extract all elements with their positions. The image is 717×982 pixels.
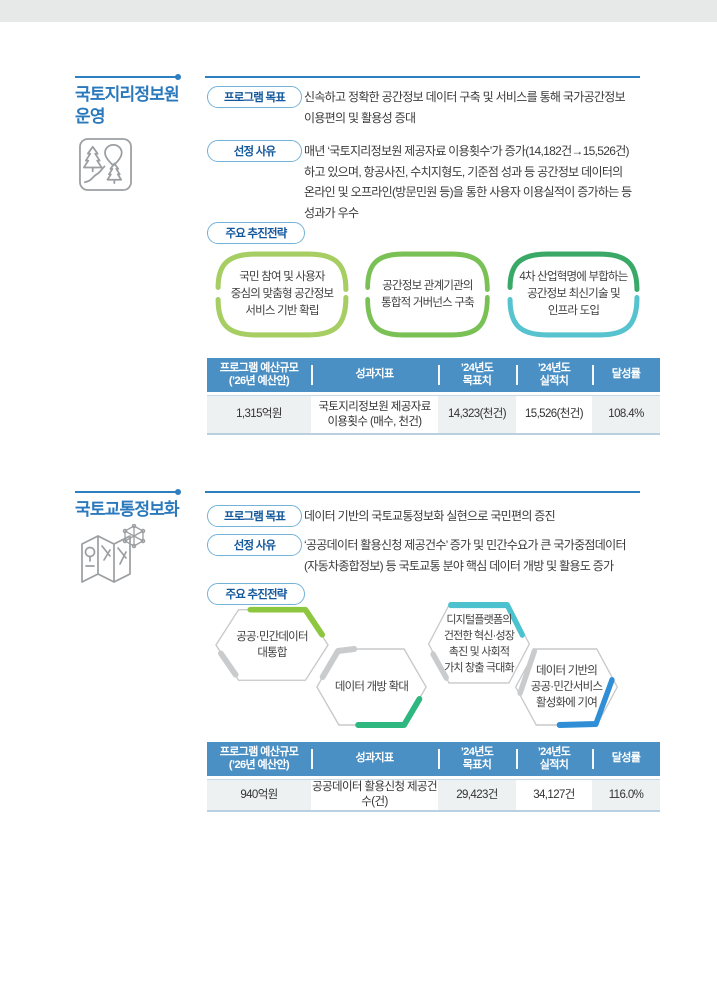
section1-title: 국토지리정보원 운영 [75, 85, 180, 126]
table-cell: 14,323(천건) [438, 396, 516, 433]
hexagon-outline [514, 648, 619, 728]
strategy-text: 데이터 기반의 공공·민간서비스 활성화에 기여 [530, 665, 603, 709]
map-network-icon [81, 524, 146, 583]
program-goal-text: 신속하고 정확한 공간정보 데이터 구축 및 서비스를 통해 국가공간정보 이용… [304, 90, 626, 125]
table-cell: 29,423건 [438, 780, 516, 810]
table-cell: 108.4% [592, 396, 660, 433]
hexagon-outline [316, 646, 427, 728]
strategy-pill: 주요 추진전략 [207, 222, 305, 244]
table-header-cell: 프로그램 예산규모 (’26년 예산안) [219, 361, 299, 388]
strategy-bubble-3: 4차 산업혁명에 부합하는 공간정보 최신기술 및 인프라 도입 [503, 247, 644, 342]
program-goal-pill: 프로그램 목표 [207, 86, 302, 108]
table-row: 940억원 공공데이터 활용신청 제공건수(건) 29,423건 34,127건… [207, 779, 660, 812]
strategy-text: 공간정보 관계기관의 통합적 거버넌스 구축 [381, 279, 475, 309]
map-trees-icon [79, 138, 132, 191]
table-cell: 116.0% [592, 780, 660, 810]
table-cell: 15,526(천건) [525, 408, 584, 420]
swoosh-outline [215, 251, 349, 338]
strategy-text: 데이터 개방 확대 [334, 681, 409, 693]
top-gray-band [0, 0, 717, 22]
strategy-text: 디지털플랫폼의 건전한 혁신·성장 촉진 및 사회적 가치 창출 극대화 [443, 614, 515, 674]
selection-reason-text: 매년 ‘국토지리정보원 제공자료 이용횟수’가 증가(14,182건→15,52… [304, 144, 632, 220]
table-row: 1,315억원 국토지리정보원 제공자료 이용횟수 (매수, 천건) 14,32… [207, 395, 660, 435]
section1-left-rule [75, 74, 181, 80]
table-header-cell: 달성률 [592, 358, 660, 392]
budget-table-1: 프로그램 예산규모 (’26년 예산안) 성과지표 ’24년도 목표치 ’24년… [207, 358, 660, 435]
table-cell: 34,127건 [533, 788, 575, 801]
hexagon-strategy-2: 데이터 개방 확대 [314, 645, 429, 729]
rule-dot [175, 489, 181, 495]
selection-reason-text: ‘공공데이터 활용신청 제공건수’ 증가 및 민간수요가 큰 국가중점데이터 (… [304, 538, 626, 573]
table-header-row: 프로그램 예산규모 (’26년 예산안) 성과지표 ’24년도 목표치 ’24년… [207, 358, 660, 392]
table-header-cell: ’24년도 목표치 [438, 742, 516, 776]
network-mesh-icon [122, 524, 146, 549]
strategy-text: 공공·민간데이터 대통합 [236, 631, 308, 659]
strategy-bubble-1: 국민 참여 및 사용자 중심의 맞춤형 공간정보 서비스 기반 확립 [211, 247, 353, 342]
swoosh-outline [507, 251, 640, 338]
hexagon-strategy-1: 공공·민간데이터 대통합 [213, 606, 331, 684]
hexagon-outline [215, 606, 329, 681]
hexagon-outline [427, 602, 531, 684]
section2-title: 국토교통정보화 [75, 500, 180, 519]
rule-dot [175, 74, 181, 80]
strategy-pill: 주요 추진전략 [207, 583, 305, 605]
table-header-cell: ’24년도 목표치 [438, 358, 516, 392]
table-cell: 국토지리정보원 제공자료 이용횟수 (매수, 천건) [318, 400, 431, 428]
section2-right-rule [205, 491, 640, 493]
table-cell: 940억원 [207, 780, 311, 810]
selection-reason-pill: 선정 사유 [207, 534, 302, 556]
table-header-cell: ’24년도 실적치 [516, 742, 592, 776]
hexagon-strategy-4: 데이터 기반의 공공·민간서비스 활성화에 기여 [513, 645, 620, 729]
program-goal-pill: 프로그램 목표 [207, 505, 302, 527]
table-header-cell: 성과지표 [311, 742, 438, 776]
strategy-text: 국민 참여 및 사용자 중심의 맞춤형 공간정보 서비스 기반 확립 [230, 271, 334, 317]
strategy-text: 4차 산업혁명에 부합하는 공간정보 최신기술 및 인프라 도입 [519, 271, 628, 317]
table-header-cell: ’24년도 실적치 [516, 358, 592, 392]
table-header-cell: 달성률 [592, 742, 660, 776]
program-goal-text: 데이터 기반의 국토교통정보화 실현으로 국민편의 증진 [304, 509, 556, 523]
swoosh-outline [365, 251, 490, 338]
table-cell: 1,315억원 [207, 396, 311, 433]
table-header-cell: 성과지표 [311, 358, 438, 392]
table-header-cell: 프로그램 예산규모 (’26년 예산안) [219, 745, 299, 772]
strategy-bubble-2: 공간정보 관계기관의 통합적 거버넌스 구축 [361, 247, 494, 342]
section2-left-rule [75, 489, 181, 495]
budget-table-2: 프로그램 예산규모 (’26년 예산안) 성과지표 ’24년도 목표치 ’24년… [207, 742, 660, 812]
hexagon-strategy-3: 디지털플랫폼의 건전한 혁신·성장 촉진 및 사회적 가치 창출 극대화 [426, 601, 532, 687]
section1-right-rule [205, 76, 640, 78]
table-cell: 공공데이터 활용신청 제공건수(건) [312, 781, 438, 808]
selection-reason-pill: 선정 사유 [207, 140, 302, 162]
table-header-row: 프로그램 예산규모 (’26년 예산안) 성과지표 ’24년도 목표치 ’24년… [207, 742, 660, 776]
